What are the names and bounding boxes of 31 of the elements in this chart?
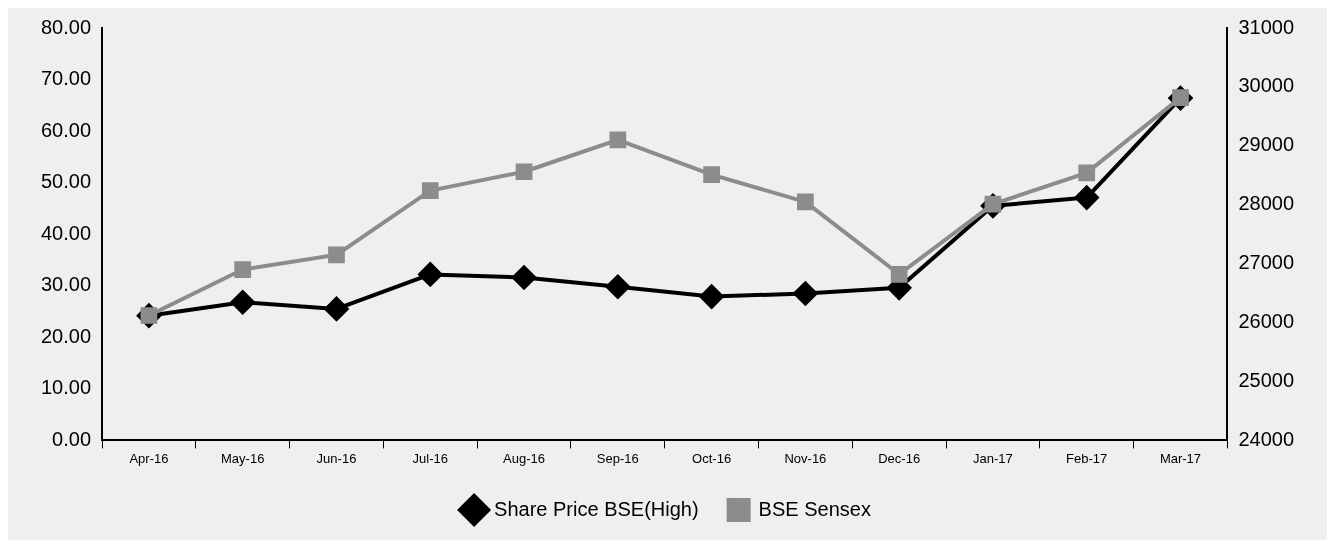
y2-tick-label: 27000 — [1238, 251, 1295, 274]
x-tick-label: Feb-17 — [1066, 450, 1108, 466]
y-tick-label: 10.00 — [40, 376, 92, 399]
x-tick-label: Aug-16 — [503, 450, 546, 466]
y-tick-label: 60.00 — [40, 118, 92, 141]
y-tick-label: 80.00 — [40, 15, 92, 38]
y2-tick-label: 29000 — [1238, 133, 1295, 156]
x-tick-label: Apr-16 — [129, 450, 169, 466]
x-tick-label: Jan-17 — [973, 450, 1013, 466]
x-tick-label: Nov-16 — [784, 450, 827, 466]
y-tick-label: 0.00 — [52, 427, 92, 450]
y2-tick-label: 25000 — [1238, 369, 1295, 391]
y-tick-label: 50.00 — [40, 170, 92, 193]
x-tick-label: Oct-16 — [692, 450, 732, 466]
y-tick-label: 70.00 — [40, 67, 92, 90]
x-tick-label: Jun-16 — [316, 450, 357, 466]
legend-label: Share Price BSE(High) — [494, 497, 699, 520]
x-tick-label: Mar-17 — [1159, 450, 1202, 466]
x-tick-label: May-16 — [221, 450, 265, 466]
y2-tick-label: 31000 — [1238, 15, 1295, 38]
y-tick-label: 20.00 — [40, 324, 92, 347]
x-tick-label: Jul-16 — [412, 450, 448, 466]
y-tick-label: 40.00 — [40, 221, 92, 244]
x-tick-label: Sep-16 — [596, 450, 639, 466]
legend-label: BSE Sensex — [758, 497, 871, 520]
y2-tick-label: 30000 — [1238, 74, 1295, 97]
y2-tick-label: 24000 — [1238, 427, 1295, 450]
y-tick-label: 30.00 — [40, 273, 92, 296]
x-tick-label: Dec-16 — [878, 450, 921, 466]
y2-tick-label: 28000 — [1238, 192, 1295, 215]
y2-tick-label: 26000 — [1238, 310, 1295, 333]
